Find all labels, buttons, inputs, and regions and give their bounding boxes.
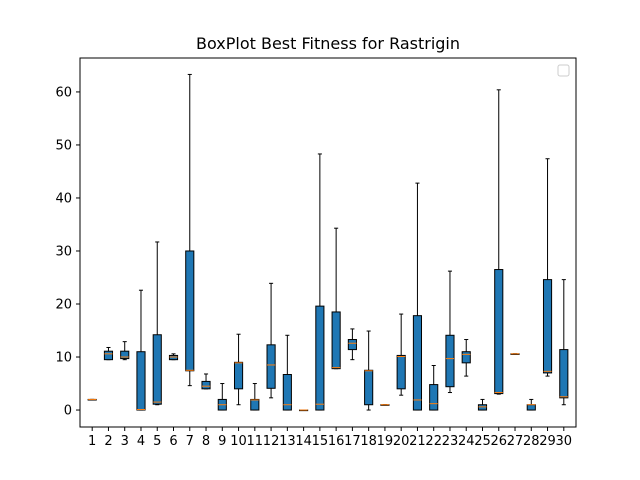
box-group-17: [347, 328, 357, 361]
box-30: [559, 349, 569, 399]
box-12: [266, 344, 276, 389]
x-tick-label-4: 4: [137, 434, 145, 449]
y-tick-label-30: 30: [55, 244, 72, 259]
x-tick-label-26: 26: [490, 434, 507, 449]
x-tick-label-24: 24: [458, 434, 475, 449]
x-tick-label-15: 15: [312, 434, 329, 449]
box-11: [250, 398, 260, 411]
x-tick-label-30: 30: [556, 434, 573, 449]
x-tick-label-8: 8: [202, 434, 210, 449]
x-tick-label-12: 12: [263, 434, 280, 449]
box-15: [315, 305, 325, 411]
box-group-28: [526, 398, 536, 411]
box-group-8: [201, 373, 211, 390]
box-group-26: [494, 89, 504, 395]
x-tick-label-19: 19: [377, 434, 394, 449]
box-group-12: [266, 282, 276, 399]
box-group-24: [461, 339, 471, 377]
y-tick-label-20: 20: [55, 298, 72, 313]
x-tick-label-20: 20: [393, 434, 410, 449]
x-tick-label-17: 17: [344, 434, 361, 449]
legend-box: [557, 64, 570, 77]
x-tick-label-16: 16: [328, 434, 345, 449]
box-26: [494, 269, 504, 395]
box-group-15: [315, 153, 325, 411]
chart-title: BoxPlot Best Fitness for Rastrigin: [196, 34, 460, 53]
box-6: [168, 354, 179, 361]
box-21: [412, 315, 423, 411]
x-tick-label-23: 23: [442, 434, 459, 449]
legend: [557, 64, 570, 77]
box-group-3: [120, 341, 130, 361]
x-tick-label-22: 22: [425, 434, 442, 449]
x-tick-label-13: 13: [279, 434, 296, 449]
box-group-19: [380, 404, 390, 406]
box-16: [331, 311, 341, 370]
box-22: [429, 384, 439, 411]
x-tick-label-2: 2: [104, 434, 112, 449]
box-24: [461, 351, 471, 364]
box-group-2: [103, 346, 114, 361]
box-4: [136, 351, 146, 411]
box-group-7: [185, 73, 195, 387]
box-group-5: [152, 241, 162, 406]
x-tick-label-3: 3: [121, 434, 129, 449]
box-10: [233, 361, 244, 390]
x-tick-label-29: 29: [539, 434, 556, 449]
box-group-30: [559, 279, 569, 406]
x-tick-label-21: 21: [409, 434, 426, 449]
box-2: [103, 350, 114, 361]
x-tick-label-27: 27: [507, 434, 524, 449]
box-3: [120, 350, 130, 360]
box-20: [396, 354, 406, 390]
box-28: [526, 404, 536, 411]
box-18: [364, 369, 374, 406]
box-group-1: [87, 398, 97, 401]
x-tick-label-28: 28: [523, 434, 540, 449]
box-group-10: [233, 333, 244, 406]
box-7: [185, 250, 195, 372]
box-23: [445, 334, 455, 388]
y-tick-label-10: 10: [55, 351, 72, 366]
box-29: [542, 279, 553, 374]
box-group-29: [542, 158, 553, 377]
x-tick-label-1: 1: [88, 434, 96, 449]
box-group-16: [331, 227, 341, 370]
box-group-27: [510, 353, 520, 355]
box-8: [201, 380, 211, 390]
x-tick-label-9: 9: [218, 434, 226, 449]
box-group-20: [396, 313, 406, 396]
y-tick-label-0: 0: [64, 404, 72, 419]
box-group-25: [477, 398, 488, 411]
x-tick-label-25: 25: [474, 434, 491, 449]
x-tick-label-10: 10: [230, 434, 247, 449]
y-tick-label-50: 50: [55, 138, 72, 153]
box-13: [282, 374, 292, 411]
box-group-13: [282, 334, 292, 411]
box-group-22: [429, 365, 439, 411]
x-tick-label-18: 18: [360, 434, 377, 449]
y-tick-label-40: 40: [55, 191, 72, 206]
box-group-21: [412, 182, 423, 411]
x-tick-label-11: 11: [247, 434, 264, 449]
box-25: [477, 404, 488, 411]
axes-frame: [79, 57, 577, 428]
box-group-6: [168, 353, 179, 361]
box-group-23: [445, 270, 455, 394]
y-tick-label-60: 60: [55, 85, 72, 100]
x-tick-label-5: 5: [153, 434, 161, 449]
x-tick-label-6: 6: [169, 434, 177, 449]
x-tick-label-7: 7: [186, 434, 194, 449]
box-group-18: [364, 330, 374, 411]
box-17: [347, 339, 357, 351]
box-group-11: [250, 383, 260, 411]
box-group-4: [136, 289, 146, 411]
box-group-9: [217, 383, 227, 411]
box-group-14: [299, 409, 309, 412]
box-5: [152, 334, 162, 405]
x-tick-label-14: 14: [295, 434, 312, 449]
